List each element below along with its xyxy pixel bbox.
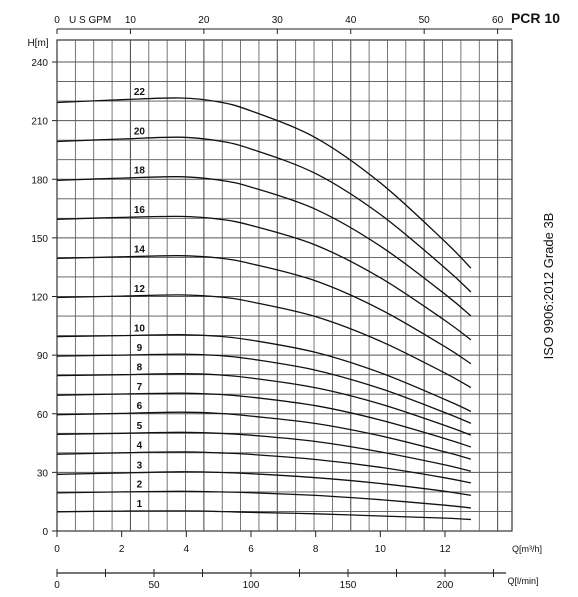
chart-title: PCR 10 — [511, 10, 560, 26]
curve-label: 8 — [137, 362, 143, 373]
m3h-tick-label: 12 — [439, 544, 451, 555]
m3h-tick-label: 4 — [184, 544, 190, 555]
m3h-tick-label: 8 — [313, 544, 319, 555]
y-tick-label: 0 — [42, 527, 48, 538]
curve-label: 14 — [134, 244, 146, 255]
gpm-tick-label: 20 — [198, 15, 210, 26]
m3h-tick-label: 0 — [54, 544, 60, 555]
curve-9 — [56, 353, 472, 424]
lmin-tick-label: 0 — [54, 580, 60, 591]
y-tick-label: 150 — [31, 234, 48, 245]
y-tick-label: 90 — [37, 351, 49, 362]
curve-2 — [56, 490, 471, 509]
curve-20 — [56, 136, 472, 293]
curve-16 — [56, 215, 472, 341]
curve-label: 12 — [134, 284, 146, 295]
curve-label: 16 — [134, 205, 146, 216]
gpm-tick-label: 60 — [492, 15, 504, 26]
lmin-tick-label: 100 — [243, 580, 260, 591]
y-tick-label: 180 — [31, 175, 48, 186]
curve-1 — [56, 510, 471, 521]
y-tick-label: 120 — [31, 293, 48, 304]
curve-10 — [56, 333, 472, 412]
curve-label: 4 — [137, 441, 143, 452]
gpm-tick-label: 0 — [54, 15, 60, 26]
m3h-tick-label: 10 — [375, 544, 387, 555]
curve-label: 9 — [137, 343, 143, 354]
curve-label: 7 — [137, 382, 143, 393]
gpm-tick-label: 10 — [125, 15, 137, 26]
lmin-tick-label: 200 — [437, 580, 454, 591]
curve-12 — [56, 294, 472, 389]
curve-8 — [56, 373, 472, 436]
curve-3 — [56, 471, 471, 497]
y-tick-label: 240 — [31, 58, 48, 69]
m3h-tick-label: 2 — [119, 544, 125, 555]
lmin-axis-label: Q[l/min] — [507, 576, 538, 586]
y-tick-label: 210 — [31, 117, 48, 128]
curve-label: 20 — [134, 126, 146, 137]
gpm-axis-label: U S GPM — [69, 15, 111, 26]
y-tick-label: 60 — [37, 410, 49, 421]
curve-7 — [56, 392, 472, 448]
curve-label: 1 — [137, 499, 143, 510]
y-tick-label: 30 — [37, 468, 49, 479]
lmin-tick-label: 50 — [148, 580, 160, 591]
m3h-tick-label: 6 — [248, 544, 254, 555]
curve-label: 18 — [134, 166, 146, 177]
curve-14 — [56, 255, 472, 365]
curve-label: 2 — [137, 480, 143, 491]
y-axis-label: H[m] — [27, 38, 48, 49]
curve-label: 3 — [137, 461, 143, 472]
curve-4 — [56, 451, 472, 484]
curves — [56, 97, 472, 521]
curve-6 — [56, 411, 472, 460]
gpm-tick-label: 30 — [272, 15, 284, 26]
standard-label: ISO 9906:2012 Grade 3B — [541, 213, 556, 360]
curve-label: 5 — [137, 421, 143, 432]
curve-5 — [56, 431, 472, 472]
m3h-axis-label: Q[m³/h] — [512, 544, 542, 554]
curve-label: 6 — [137, 401, 143, 412]
curve-label: 10 — [134, 323, 146, 334]
gpm-tick-label: 40 — [345, 15, 357, 26]
grid — [56, 39, 513, 532]
curve-18 — [56, 175, 472, 317]
gpm-tick-label: 50 — [419, 15, 431, 26]
curve-label: 22 — [134, 87, 146, 98]
lmin-tick-label: 150 — [340, 580, 357, 591]
curve-22 — [56, 97, 472, 269]
plot-frame — [56, 39, 513, 532]
